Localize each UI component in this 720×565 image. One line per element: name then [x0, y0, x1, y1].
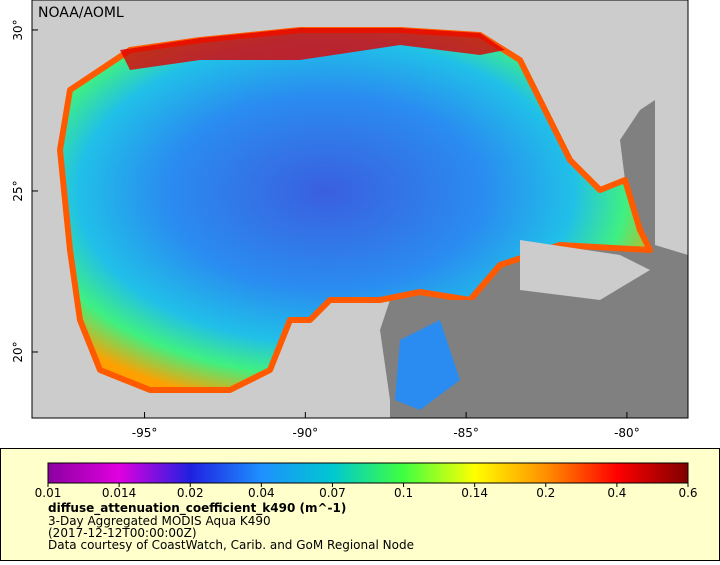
x-tick-label: -95° [132, 426, 158, 440]
y-tick-label: 30° [11, 19, 25, 40]
colorbar-label: 0.4 [607, 486, 626, 500]
colorbar-ticks: 0.01 0.014 0.02 0.04 0.07 0.1 0.14 0.2 0.4 0.6 [35, 483, 698, 500]
map: NOAA/AOML [31, 0, 689, 419]
map-frame [31, 0, 689, 419]
caribbean-water [395, 320, 460, 410]
colorbar-label: 0.6 [678, 486, 697, 500]
colorbar-label: 0.014 [102, 486, 136, 500]
colorbar-label: 0.1 [394, 486, 413, 500]
colorbar-label: 0.2 [536, 486, 555, 500]
colorbar [47, 462, 689, 484]
legend-panel: 0.01 0.014 0.02 0.04 0.07 0.1 0.14 0.2 0.4 0.6 di… [0, 448, 720, 561]
x-tick-label: -80° [614, 426, 640, 440]
y-tick-label: 20° [11, 341, 25, 362]
time: (2017-12-12T00:00:00Z) [48, 526, 197, 540]
axes: -95° -90° -85° -80° 20° 25° 30° [11, 19, 640, 440]
colorbar-label: 0.02 [177, 486, 204, 500]
colorbar-label: 0.04 [248, 486, 275, 500]
dataset-name: 3-Day Aggregated MODIS Aqua K490 [48, 514, 271, 528]
x-tick-label: -90° [293, 426, 319, 440]
credit: Data courtesy of CoastWatch, Carib. and … [48, 538, 414, 552]
map-title: NOAA/AOML [38, 5, 124, 21]
colorbar-label: 0.07 [319, 486, 346, 500]
y-tick-label: 25° [11, 180, 25, 201]
caribbean [400, 300, 688, 418]
coastal-turbid-water [120, 28, 505, 70]
colorbar-label: 0.14 [461, 486, 488, 500]
cuba [520, 240, 650, 300]
variable-name: diffuse_attenuation_coefficient_k490 (m^… [48, 501, 346, 516]
colorbar-label: 0.01 [35, 486, 62, 500]
x-tick-label: -85° [453, 426, 479, 440]
